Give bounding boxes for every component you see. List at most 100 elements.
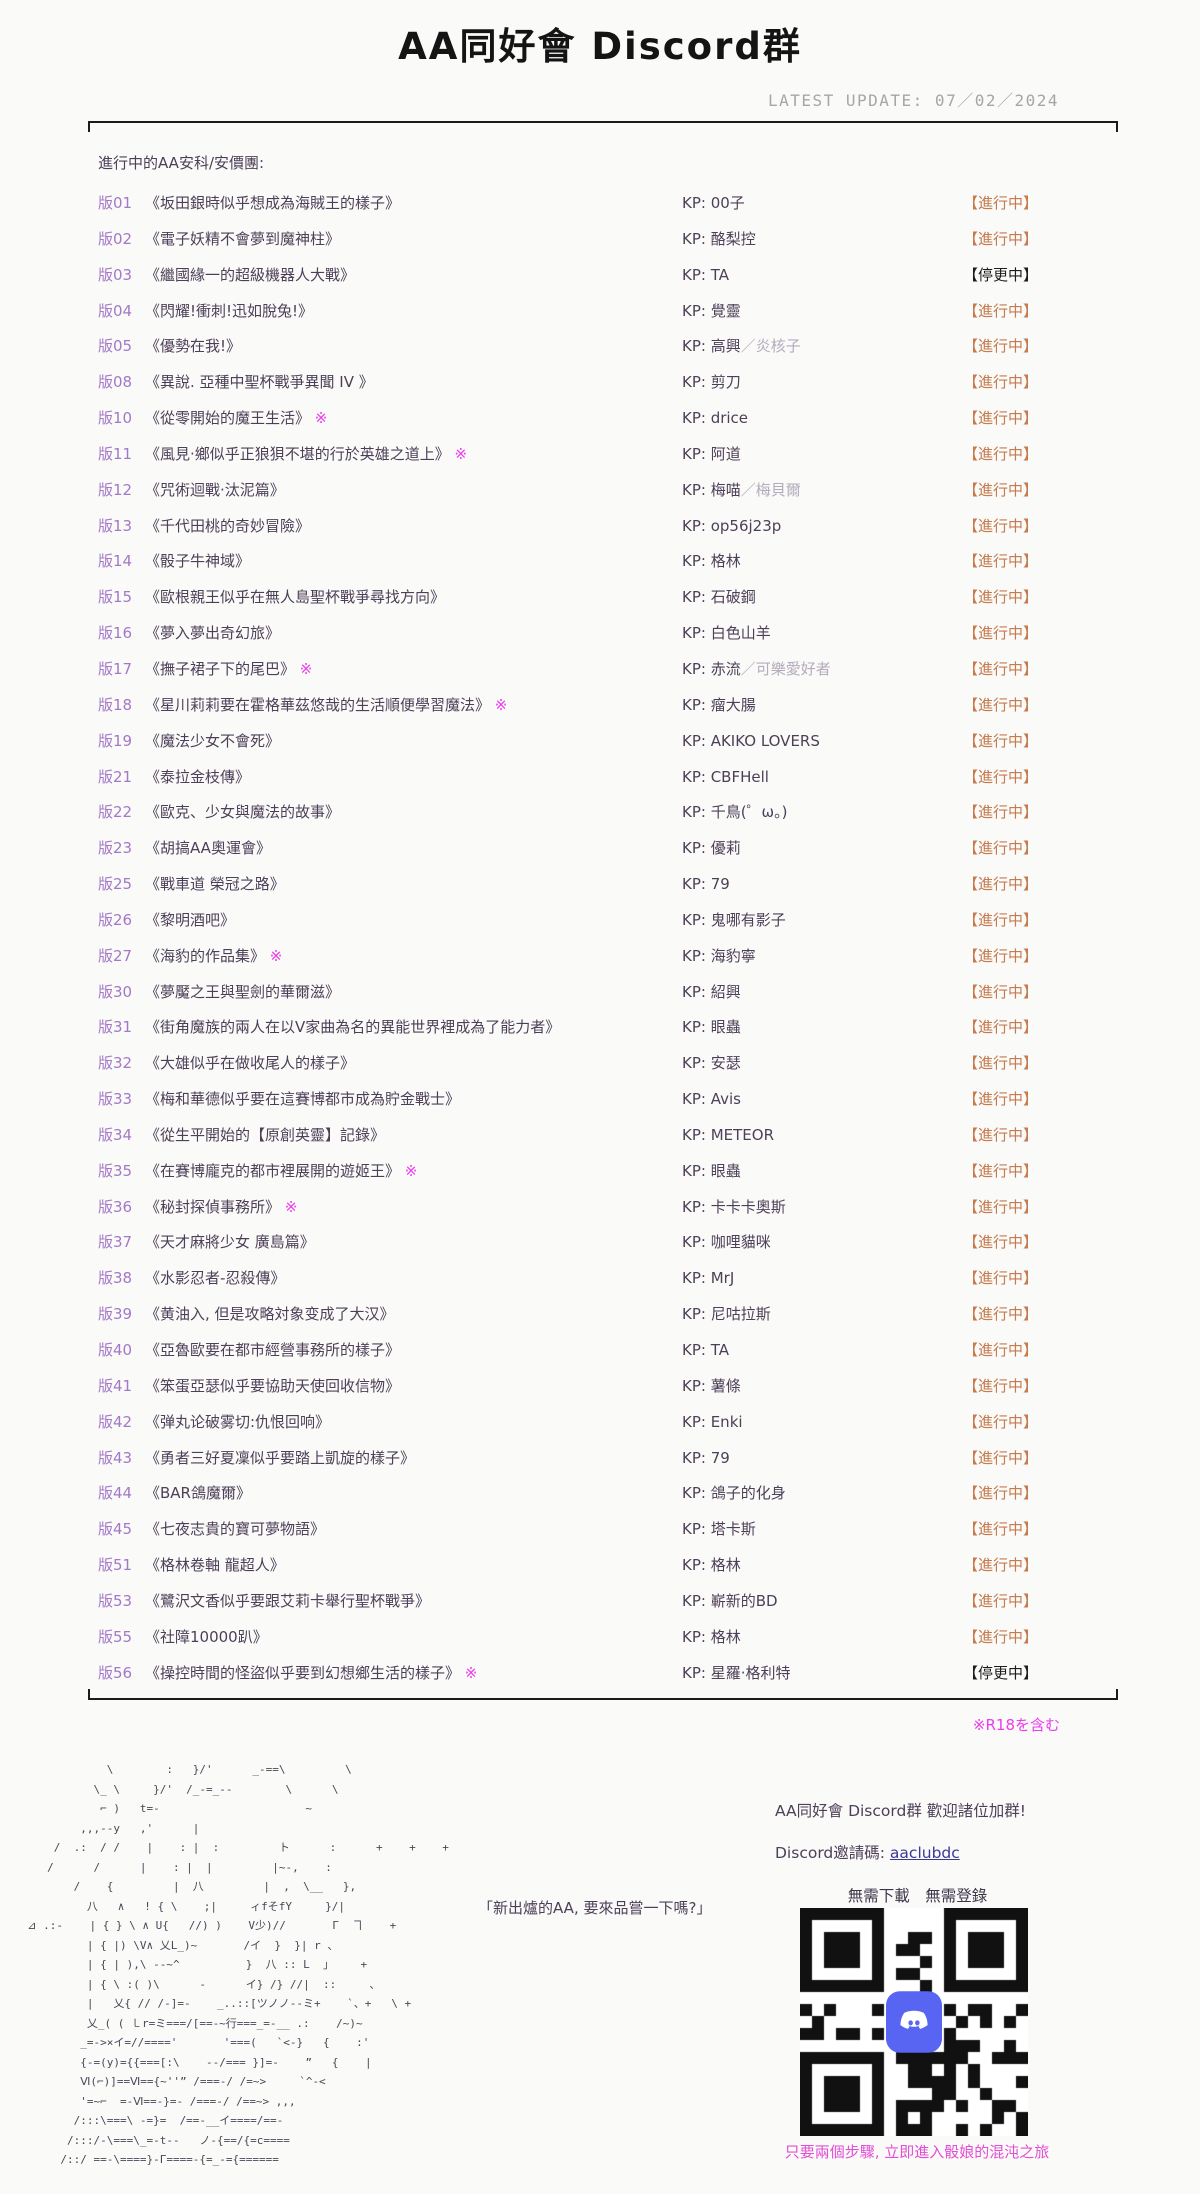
r18-note: ※R18を含む xyxy=(972,1716,1060,1734)
section-heading: 進行中的AA安科/安價團: xyxy=(98,154,265,172)
kp-co-name: ／可樂愛好者 xyxy=(740,659,831,678)
status-badge: 【進行中】 xyxy=(963,516,1039,535)
status-badge: 【進行中】 xyxy=(963,1054,1039,1073)
kp-name: KP: 嶄新的BD xyxy=(682,1591,778,1610)
board-number: 版38 xyxy=(98,1269,133,1288)
board-number: 版08 xyxy=(98,373,133,392)
kp-name: KP: 79 xyxy=(682,875,730,894)
thread-title: 《繼國緣一的超級機器人大戰》 xyxy=(145,265,356,284)
board-list: 版01 《坂田銀時似乎想成為海賊王的樣子》 KP: 00子 【進行中】 版02 《電子妖精… xyxy=(0,186,1200,1691)
table-row: 版04 《閃耀!衝刺!迅如脫兔!》 KP: 覺靈 【進行中】 xyxy=(0,294,1200,330)
r18-mark: ※ xyxy=(265,946,283,965)
status-badge: 【進行中】 xyxy=(963,1341,1039,1359)
board-number: 版43 xyxy=(98,1448,133,1467)
thread-title: 《千代田桃的奇妙冒險》 xyxy=(145,516,311,535)
qr-caption: 只要兩個步驟, 立即進入骰娘的混沌之旅 xyxy=(784,2143,1050,2161)
discord-logo-icon xyxy=(886,1991,942,2053)
status-badge: 【進行中】 xyxy=(963,301,1039,320)
table-row: 版26 《黎明酒吧》 KP: 鬼哪有影子 【進行中】 xyxy=(0,903,1200,939)
table-row: 版15 《歐根親王似乎在無人島聖杯戰爭尋找方向》 KP: 石破鋼 【進行中】 xyxy=(0,580,1200,616)
board-number: 版39 xyxy=(98,1305,133,1324)
thread-title: 《水影忍者-忍殺傳》 xyxy=(145,1269,286,1288)
table-row: 版55 《社障10000趴》 KP: 格林 【進行中】 xyxy=(0,1620,1200,1656)
board-number: 版02 xyxy=(98,229,133,248)
kp-name: KP: 卡卡卡奧斯 xyxy=(682,1197,786,1216)
board-number: 版18 xyxy=(98,695,133,714)
status-badge: 【進行中】 xyxy=(963,875,1039,894)
table-row: 版10 《從零開始的魔王生活》 ※ KP: drice 【進行中】 xyxy=(0,401,1200,437)
status-badge: 【進行中】 xyxy=(963,588,1039,607)
r18-mark: ※ xyxy=(295,659,313,678)
top-divider xyxy=(88,121,1118,132)
kp-name: KP: 紹興 xyxy=(682,982,741,1001)
table-row: 版12 《咒術迴戰·汰泥篇》 KP: 梅喵／梅貝爾 【進行中】 xyxy=(0,473,1200,509)
status-badge: 【進行中】 xyxy=(963,194,1039,212)
status-badge: 【進行中】 xyxy=(963,982,1039,1001)
status-badge: 【進行中】 xyxy=(963,1412,1039,1431)
board-number: 版23 xyxy=(98,839,133,858)
status-badge: 【進行中】 xyxy=(963,1305,1039,1324)
kp-name: KP: 尼咕拉斯 xyxy=(682,1305,771,1324)
table-row: 版02 《電子妖精不會夢到魔神柱》 KP: 酪梨控 【進行中】 xyxy=(0,222,1200,258)
kp-name: KP: 格林 xyxy=(682,1556,741,1575)
board-number: 版55 xyxy=(98,1627,133,1646)
no-download-note: 無需下載 無需登錄 xyxy=(847,1887,988,1905)
table-row: 版37 《天才麻將少女 廣島篇》 KP: 咖哩貓咪 【進行中】 xyxy=(0,1225,1200,1261)
thread-title: 《街角魔族的兩人在以V家曲為名的異能世界裡成為了能力者》 xyxy=(145,1018,561,1037)
thread-title: 《閃耀!衝刺!迅如脫兔!》 xyxy=(145,301,314,320)
status-badge: 【進行中】 xyxy=(963,910,1039,929)
r18-mark: ※ xyxy=(310,409,328,428)
board-number: 版56 xyxy=(98,1663,133,1682)
kp-name: KP: 瘤大腸 xyxy=(682,695,756,714)
thread-title: 《咒術迴戰·汰泥篇》 xyxy=(145,480,285,499)
status-badge: 【停更中】 xyxy=(963,265,1039,284)
kp-name: KP: 鴿子的化身 xyxy=(682,1484,786,1503)
status-badge: 【進行中】 xyxy=(963,480,1039,499)
table-row: 版36 《秘封探偵事務所》 ※ KP: 卡卡卡奧斯 【進行中】 xyxy=(0,1190,1200,1226)
table-row: 版18 《星川莉莉要在霍格華茲悠哉的生活順便學習魔法》 ※ KP: 瘤大腸 【進行中】 xyxy=(0,688,1200,724)
thread-title: 《星川莉莉要在霍格華茲悠哉的生活順便學習魔法》 ※ xyxy=(145,695,508,714)
status-badge: 【進行中】 xyxy=(963,444,1039,463)
board-number: 版15 xyxy=(98,588,133,607)
board-number: 版05 xyxy=(98,337,133,356)
board-number: 版53 xyxy=(98,1591,133,1610)
table-row: 版40 《亞魯歐要在都市經營事務所的樣子》 KP: TA 【進行中】 xyxy=(0,1333,1200,1369)
table-row: 版39 《黄油入, 但是攻略対象变成了大汉》 KP: 尼咕拉斯 【進行中】 xyxy=(0,1297,1200,1333)
invite-code-link[interactable]: aaclubdc xyxy=(889,1844,960,1862)
r18-mark: ※ xyxy=(280,1197,298,1216)
kp-name: KP: 安瑟 xyxy=(682,1054,741,1073)
thread-title: 《大雄似乎在做收尾人的樣子》 xyxy=(145,1054,356,1073)
kp-name: KP: 薯條 xyxy=(682,1376,741,1395)
table-row: 版32 《大雄似乎在做收尾人的樣子》 KP: 安瑟 【進行中】 xyxy=(0,1046,1200,1082)
qr-code xyxy=(800,1908,1028,2136)
r18-mark: ※ xyxy=(449,444,468,463)
thread-title: 《BAR鴿魔爾》 xyxy=(145,1484,251,1503)
kp-name: KP: 眼蟲 xyxy=(682,1161,741,1180)
status-badge: 【進行中】 xyxy=(963,1197,1039,1216)
board-number: 版01 xyxy=(98,194,133,212)
status-badge: 【進行中】 xyxy=(963,552,1039,571)
thread-title: 《亞魯歐要在都市經營事務所的樣子》 xyxy=(145,1341,401,1359)
kp-name: KP: 優莉 xyxy=(682,839,741,858)
kp-name: KP: 鬼哪有影子 xyxy=(682,910,786,929)
kp-name: KP: 剪刀 xyxy=(682,373,741,392)
thread-title: 《海豹的作品集》 ※ xyxy=(145,946,283,965)
thread-title: 《坂田銀時似乎想成為海賊王的樣子》 xyxy=(145,194,401,212)
thread-title: 《胡搞AA奧運會》 xyxy=(145,839,271,858)
status-badge: 【進行中】 xyxy=(963,1090,1039,1109)
table-row: 版21 《泰拉金枝傳》 KP: CBFHell 【進行中】 xyxy=(0,760,1200,796)
table-row: 版27 《海豹的作品集》 ※ KP: 海豹寧 【進行中】 xyxy=(0,939,1200,975)
status-badge: 【進行中】 xyxy=(963,1448,1039,1467)
table-row: 版42 《弹丸论破雾切:仇恨回响》 KP: Enki 【進行中】 xyxy=(0,1405,1200,1441)
status-badge: 【進行中】 xyxy=(963,803,1039,822)
board-number: 版44 xyxy=(98,1484,133,1503)
kp-name: KP: 格林 xyxy=(682,1627,741,1646)
status-badge: 【進行中】 xyxy=(963,767,1039,786)
table-row: 版13 《千代田桃的奇妙冒險》 KP: op56j23p 【進行中】 xyxy=(0,509,1200,545)
table-row: 版22 《歐克、少女與魔法的故事》 KP: 千鳥(゜ω。) 【進行中】 xyxy=(0,795,1200,831)
kp-name: KP: 格林 xyxy=(682,552,741,571)
table-row: 版45 《七夜志貴的寶可夢物語》 KP: 塔卡斯 【進行中】 xyxy=(0,1512,1200,1548)
table-row: 版11 《風見·鄉似乎正狼狽不堪的行於英雄之道上》 ※ KP: 阿道 【進行中】 xyxy=(0,437,1200,473)
status-badge: 【進行中】 xyxy=(963,1269,1039,1288)
